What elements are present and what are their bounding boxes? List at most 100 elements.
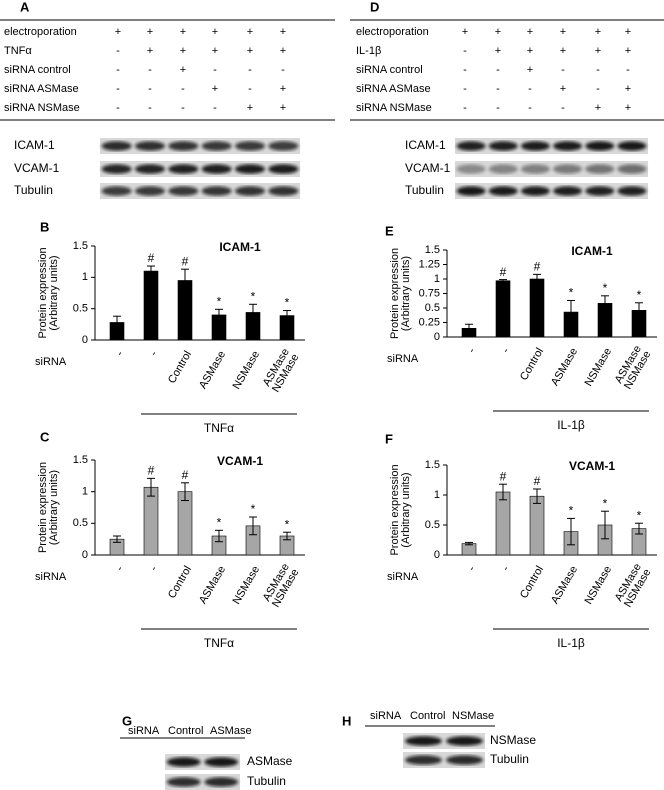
y-axis-label: Protein expression	[37, 462, 49, 553]
blot-band	[617, 164, 647, 174]
cell: -	[496, 83, 500, 95]
blot-band	[488, 141, 518, 151]
y-tick-label: 0.75	[419, 287, 440, 299]
group-label: TNFα	[204, 421, 234, 435]
cell: -	[463, 83, 467, 95]
x-tick-label: -	[500, 346, 512, 355]
blot-label: Tubulin	[14, 183, 53, 197]
blot-band	[135, 164, 165, 174]
cell: -	[248, 64, 252, 76]
bar	[529, 495, 545, 556]
bar	[177, 491, 193, 556]
blot-label: VCAM-1	[14, 161, 60, 175]
cell: -	[528, 102, 532, 114]
row-label: siRNA NSMase	[356, 102, 432, 114]
group-label: TNFα	[204, 636, 234, 650]
x-tick-label: Control	[518, 346, 546, 383]
y-tick-label: 0	[82, 549, 88, 561]
significance-mark: *	[251, 289, 256, 303]
blot-band	[168, 141, 199, 151]
cell: +	[462, 26, 468, 38]
y-tick-label: 0.5	[425, 302, 440, 314]
row-label: electroporation	[4, 26, 77, 38]
cell: -	[116, 102, 120, 114]
y-tick-label: 1	[82, 486, 88, 498]
panel-letter: G	[122, 713, 132, 728]
blot-label: NSMase	[490, 733, 536, 747]
x-tick-label: ASMaseNSMase	[260, 561, 301, 609]
significance-mark: #	[182, 254, 189, 268]
blot-band	[268, 186, 299, 196]
y-axis-label: Protein expression	[37, 247, 49, 338]
y-tick-label: 1.5	[73, 240, 88, 252]
blot-band	[456, 141, 486, 151]
cell: +	[147, 26, 153, 38]
cell: -	[213, 64, 217, 76]
cell: +	[527, 26, 533, 38]
cell: +	[247, 102, 253, 114]
x-tick-label: ASMaseNSMase	[612, 343, 653, 391]
significance-mark: #	[500, 469, 507, 483]
cell: -	[116, 64, 120, 76]
error-bar	[533, 488, 541, 504]
panel-letter: B	[40, 219, 49, 234]
error-bar	[635, 522, 643, 535]
blot-band	[168, 164, 199, 174]
cell: +	[280, 83, 286, 95]
cell: -	[181, 102, 185, 114]
blot-band	[101, 164, 132, 174]
x-tick-label: Control	[166, 349, 194, 386]
cell: +	[180, 26, 186, 38]
y-tick-label: 0	[434, 549, 440, 561]
bar	[529, 278, 545, 338]
x-axis-label: siRNA	[387, 571, 419, 583]
blot-band	[405, 736, 442, 746]
blot-band	[520, 186, 550, 196]
error-bar	[147, 477, 155, 497]
significance-mark: *	[637, 288, 642, 302]
blot-band	[201, 164, 232, 174]
chart-title: VCAM-1	[217, 454, 263, 468]
x-tick-label: -	[466, 564, 478, 573]
significance-mark: #	[500, 265, 507, 279]
bar	[143, 486, 159, 556]
y-axis-label: (Arbitrary units)	[48, 255, 60, 330]
y-tick-label: 0	[82, 334, 88, 346]
blot-label: ICAM-1	[405, 138, 446, 152]
cell: +	[595, 26, 601, 38]
cell: -	[596, 83, 600, 95]
significance-mark: #	[534, 474, 541, 488]
cell: +	[212, 83, 218, 95]
group-label: IL-1β	[557, 636, 585, 650]
chart-title: VCAM-1	[569, 459, 615, 473]
blot-label: ICAM-1	[14, 138, 55, 152]
blot-band	[135, 141, 165, 151]
cell: +	[560, 83, 566, 95]
chart-title: ICAM-1	[571, 244, 613, 258]
y-axis-label: (Arbitrary units)	[400, 472, 412, 547]
cell: -	[148, 83, 152, 95]
blot-band	[446, 755, 483, 765]
y-tick-label: 1	[434, 273, 440, 285]
blot-band	[204, 757, 239, 767]
x-tick-label: NSMase	[583, 564, 614, 607]
cell: +	[527, 45, 533, 57]
significance-mark: *	[603, 281, 608, 295]
error-bar	[635, 302, 643, 319]
blot-band	[405, 755, 442, 765]
cell: -	[496, 64, 500, 76]
cell: +	[247, 26, 253, 38]
chart-title: ICAM-1	[219, 240, 261, 254]
cell: -	[213, 102, 217, 114]
cell: +	[247, 45, 253, 57]
blot-band	[235, 164, 265, 174]
cell: +	[115, 26, 121, 38]
cell: -	[148, 102, 152, 114]
x-tick-label: -	[148, 564, 160, 573]
y-tick-label: 1.5	[73, 454, 88, 466]
significance-mark: #	[182, 468, 189, 482]
panel-letter: F	[385, 431, 393, 446]
significance-mark: *	[603, 496, 608, 510]
cell: +	[212, 45, 218, 57]
